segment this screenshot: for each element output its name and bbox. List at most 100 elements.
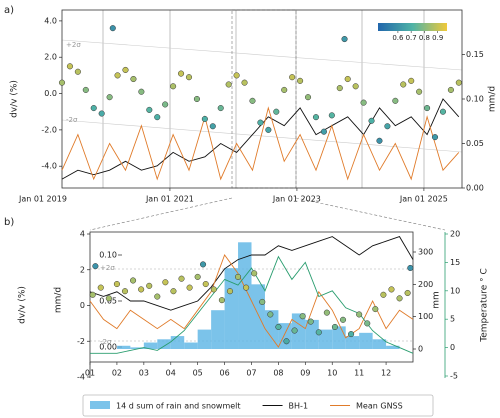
scatter-point <box>90 105 97 112</box>
rain-bar <box>211 310 225 349</box>
y2-axis-label: mm/d <box>54 287 64 313</box>
scatter-point <box>307 318 314 325</box>
scatter-point <box>455 79 462 86</box>
scatter-point <box>339 316 347 323</box>
scatter-point <box>202 281 209 288</box>
scatter-point <box>372 306 379 313</box>
scatter-point <box>348 331 355 338</box>
legend <box>82 394 434 417</box>
x-tick-label: 04 <box>166 369 176 378</box>
x-tick-label: 12 <box>381 369 391 378</box>
scatter-point <box>447 86 454 93</box>
scatter-point <box>289 74 296 81</box>
scatter-point <box>113 281 120 288</box>
scatter-point <box>431 134 439 141</box>
rain-bar <box>130 347 144 349</box>
scatter-point <box>304 94 312 101</box>
rain-bar <box>305 319 319 349</box>
scatter-point <box>352 83 359 90</box>
sigma-label: -2σ <box>66 116 78 124</box>
scatter-point <box>200 261 207 268</box>
scatter-point <box>154 114 161 121</box>
rain-bar <box>372 339 387 349</box>
scatter-point <box>146 106 153 113</box>
y-tick-label: -4 <box>77 373 85 382</box>
rain-bar <box>359 332 373 349</box>
rain-bar <box>184 342 198 349</box>
scatter-point <box>226 288 234 295</box>
y3-axis-label: mm <box>432 291 442 309</box>
y-tick-label: -4.0 <box>41 162 57 171</box>
scatter-point <box>404 289 411 297</box>
scatter-point <box>146 282 153 289</box>
rain-bar <box>291 313 306 349</box>
rain-bar <box>224 268 239 349</box>
scatter-point <box>105 295 112 302</box>
scatter-point <box>114 72 121 79</box>
x-tick-label: 06 <box>219 369 229 378</box>
x-tick-label: 03 <box>139 369 149 378</box>
scatter-point <box>243 284 250 291</box>
rain-bar <box>332 326 346 349</box>
scatter-point <box>92 263 99 270</box>
colorbar-tick-label: 0.8 <box>419 34 430 42</box>
scatter-point <box>98 110 105 117</box>
scatter-point <box>109 25 116 32</box>
scatter-point <box>328 112 335 119</box>
rain-bar <box>238 242 252 349</box>
scatter-point <box>341 36 348 43</box>
y-tick-label: 0.10 <box>99 251 117 260</box>
colorbar-tick-label: 0.6 <box>392 34 404 42</box>
y-tick-label: 300 <box>418 248 433 257</box>
y-axis-label: dv/v (%) <box>18 286 28 324</box>
scatter-point <box>209 123 216 130</box>
sigma-label: -2σ <box>100 338 112 346</box>
scatter-point <box>396 295 403 302</box>
rain-bar <box>116 345 131 349</box>
scatter-point <box>106 94 113 101</box>
scatter-point <box>312 114 320 121</box>
scatter-point <box>257 119 264 126</box>
x-tick-label: Jan 01 2025 <box>399 195 448 204</box>
scatter-point <box>121 288 129 295</box>
scatter-point <box>97 284 104 291</box>
y-tick-label: 200 <box>418 280 433 289</box>
scatter-point <box>407 264 414 272</box>
scatter-point <box>251 270 258 277</box>
x-tick-label: 05 <box>193 369 203 378</box>
y-tick-label: 15 <box>450 258 460 267</box>
x-tick-label: 08 <box>273 369 283 378</box>
legend-label: 14 d sum of rain and snowmelt <box>116 402 241 411</box>
y-tick-label: 0.00 <box>99 343 117 352</box>
y-tick-label: 4.0 <box>44 16 57 25</box>
scatter-point <box>225 81 232 88</box>
scatter-point <box>360 99 367 106</box>
data-line <box>89 254 414 348</box>
y-tick-label: 4 <box>80 230 85 239</box>
y-tick-label: 0 <box>450 343 455 352</box>
scatter-point <box>241 79 248 86</box>
scatter-point <box>273 108 280 115</box>
y-tick-label: -2 <box>77 337 85 346</box>
scatter-point <box>331 323 338 331</box>
x-tick-label: 02 <box>112 369 122 378</box>
scatter-point <box>130 75 137 83</box>
scatter-point <box>384 123 391 130</box>
scatter-point <box>193 95 200 103</box>
y-tick-label: -5 <box>450 372 458 381</box>
y-tick-label: 0.00 <box>466 184 484 193</box>
y-tick-label: 20 <box>450 230 460 239</box>
y2-axis-label: mm/d <box>488 86 498 112</box>
rain-bar <box>318 329 333 349</box>
rain-bar <box>264 310 279 349</box>
scatter-point <box>388 286 395 293</box>
rain-bar <box>143 342 158 349</box>
colorbar <box>378 23 447 31</box>
scatter-point <box>376 137 383 144</box>
scatter-point <box>89 291 96 298</box>
scatter-point <box>177 70 185 77</box>
y-tick-label: 0.10 <box>466 95 484 104</box>
scatter-point <box>392 97 399 104</box>
scatter-point <box>217 105 224 112</box>
